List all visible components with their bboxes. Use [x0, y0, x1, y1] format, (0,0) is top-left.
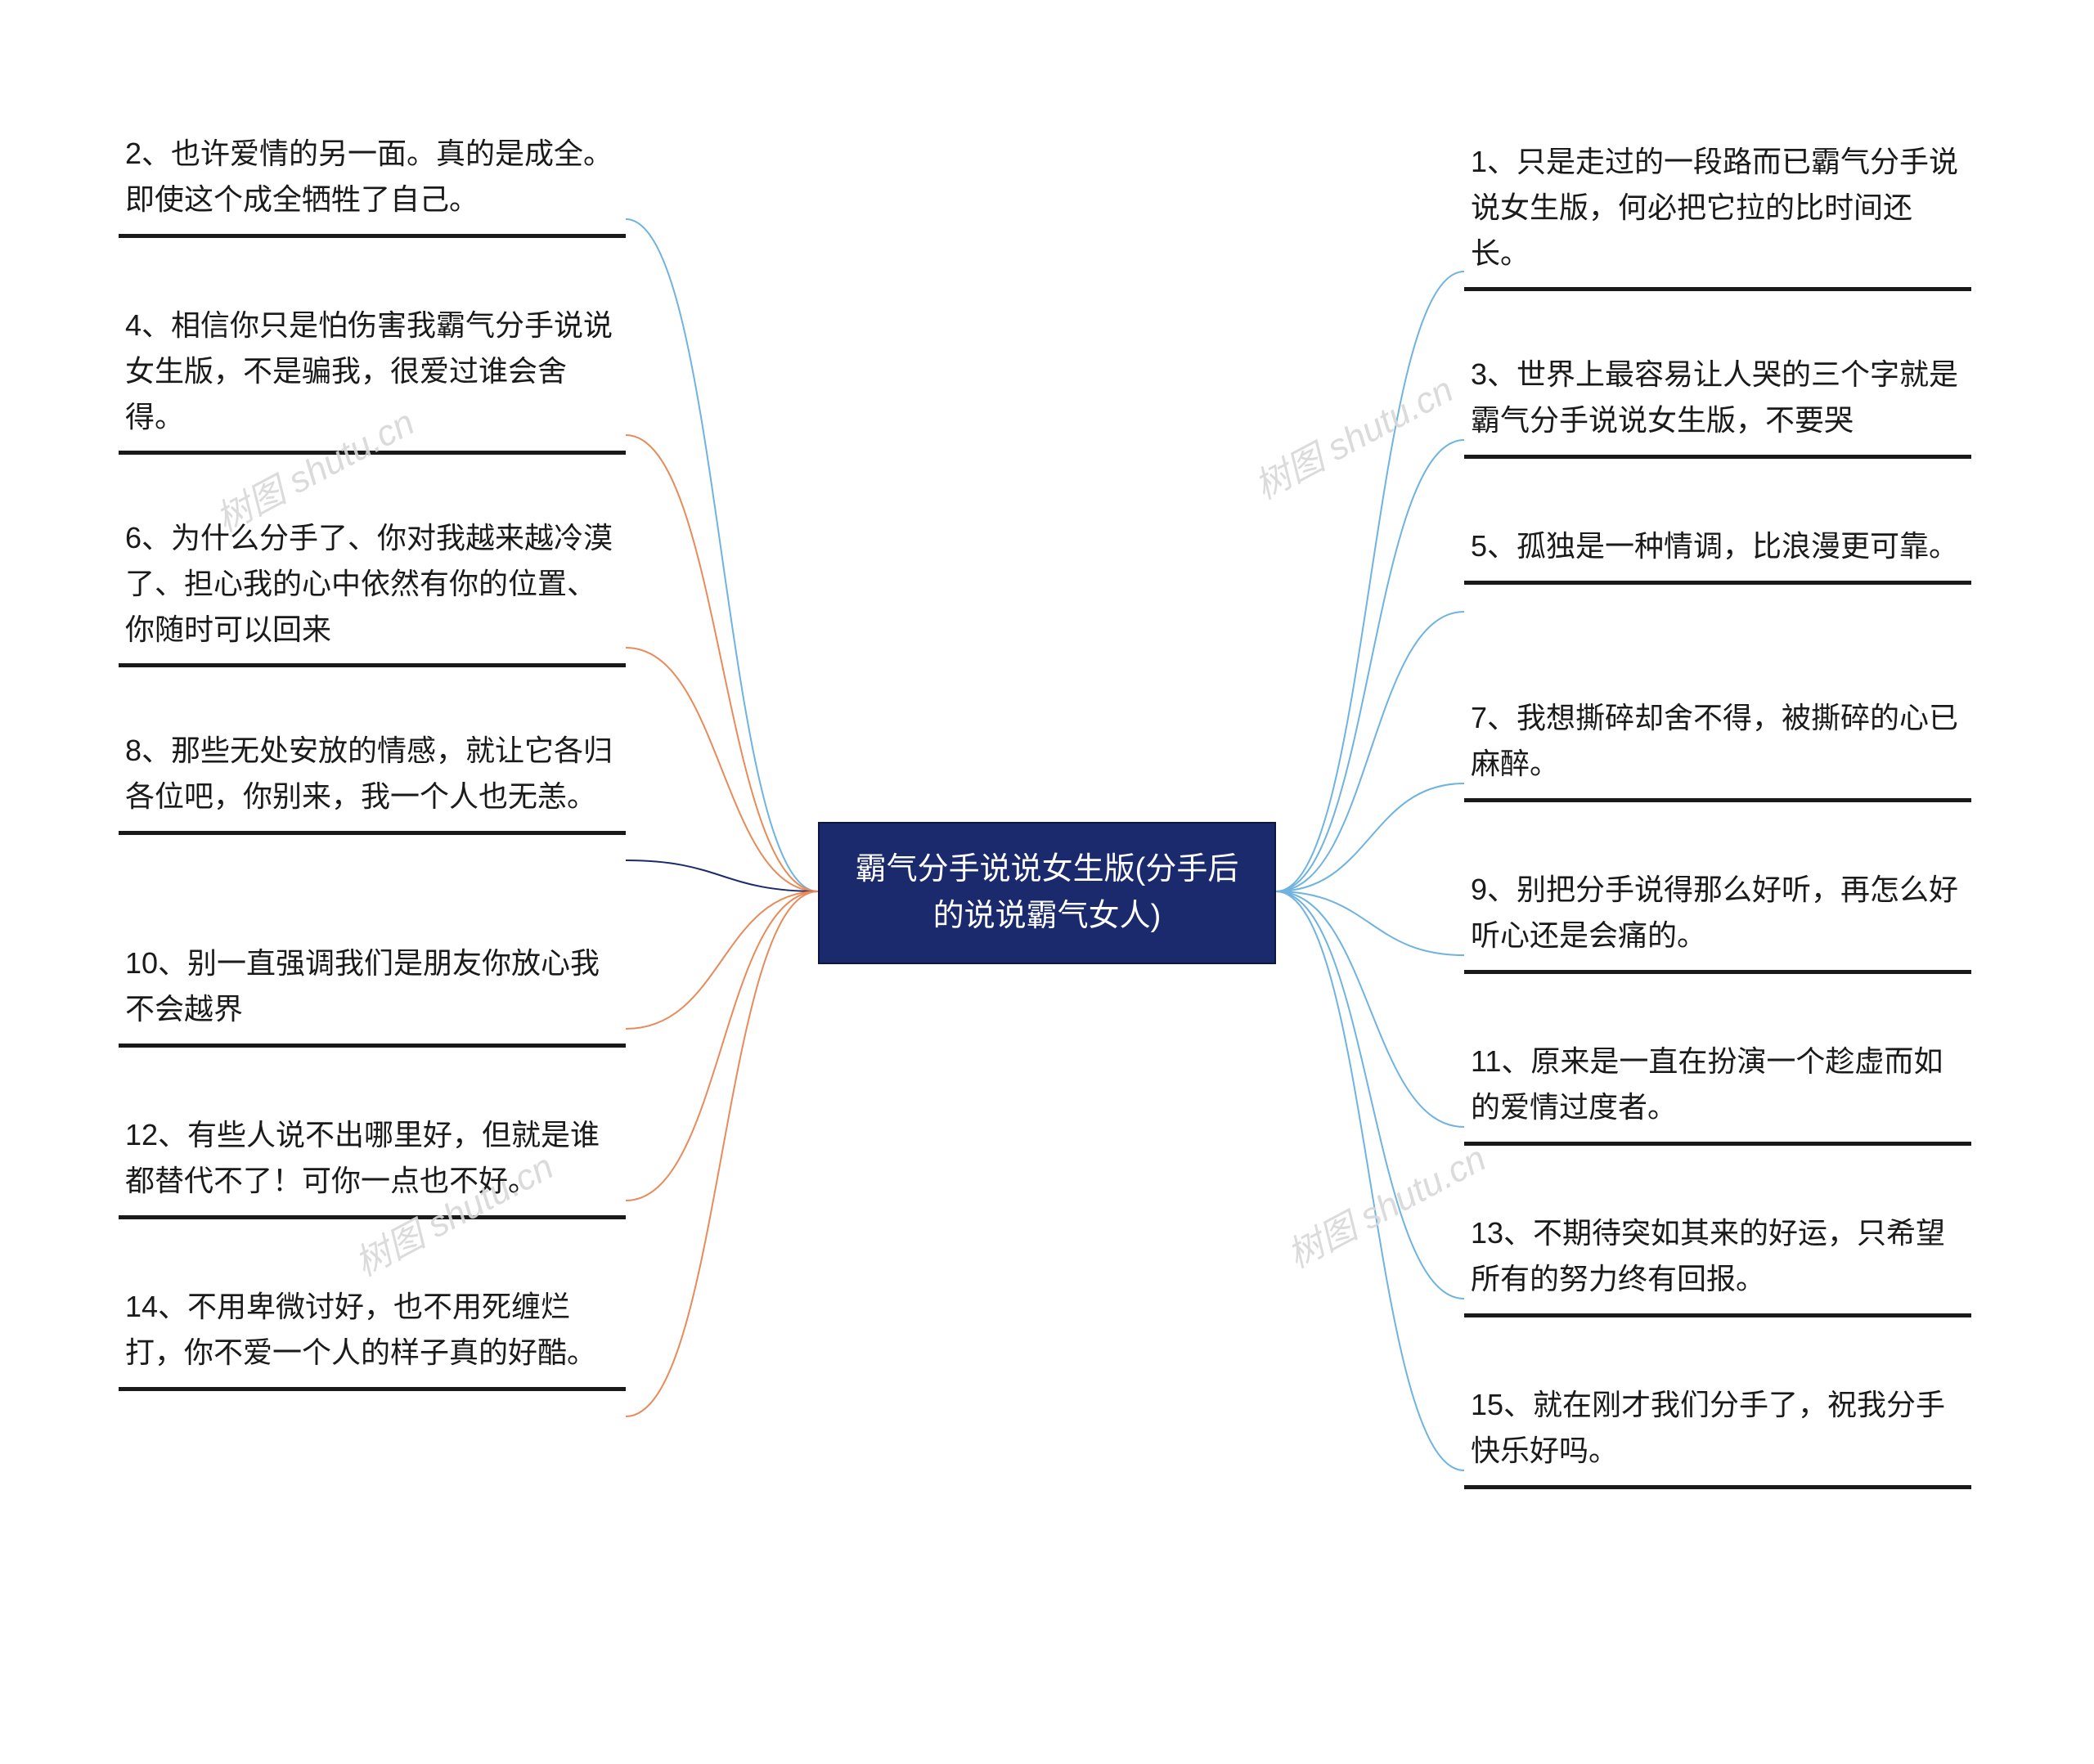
center-node-label: 霸气分手说说女生版(分手后的说说霸气女人) — [856, 852, 1239, 933]
connector — [626, 648, 818, 891]
right-leaf-2: 5、孤独是一种情调，比浪漫更可靠。 — [1464, 523, 1971, 585]
connector — [1276, 891, 1464, 1470]
leaf-label: 15、就在刚才我们分手了，祝我分手快乐好吗。 — [1471, 1388, 1945, 1467]
right-leaf-7: 15、就在刚才我们分手了，祝我分手快乐好吗。 — [1464, 1382, 1971, 1489]
leaf-label: 14、不用卑微讨好，也不用死缠烂打，你不爱一个人的样子真的好酷。 — [125, 1290, 596, 1369]
connector — [626, 860, 818, 891]
leaf-label: 4、相信你只是怕伤害我霸气分手说说女生版，不是骗我，很爱过谁会舍得。 — [125, 308, 613, 433]
leaf-label: 5、孤独是一种情调，比浪漫更可靠。 — [1471, 529, 1958, 563]
connector — [1276, 272, 1464, 891]
leaf-label: 6、为什么分手了、你对我越来越冷漠了、担心我的心中依然有你的位置、你随时可以回来 — [125, 521, 613, 646]
leaf-label: 13、不期待突如其来的好运，只希望所有的努力终有回报。 — [1471, 1216, 1945, 1295]
connector — [626, 891, 818, 1416]
connector — [1276, 612, 1464, 891]
left-leaf-4: 10、别一直强调我们是朋友你放心我不会越界 — [119, 940, 626, 1048]
connector — [626, 891, 818, 1029]
left-leaf-0: 2、也许爱情的另一面。真的是成全。即使这个成全牺牲了自己。 — [119, 131, 626, 238]
right-leaf-0: 1、只是走过的一段路而已霸气分手说说女生版，何必把它拉的比时间还长。 — [1464, 139, 1971, 291]
connector — [626, 435, 818, 891]
left-leaf-5: 12、有些人说不出哪里好，但就是谁都替代不了！可你一点也不好。 — [119, 1112, 626, 1219]
leaf-label: 1、只是走过的一段路而已霸气分手说说女生版，何必把它拉的比时间还长。 — [1471, 145, 1958, 270]
leaf-label: 2、也许爱情的另一面。真的是成全。即使这个成全牺牲了自己。 — [125, 137, 613, 216]
leaf-label: 11、原来是一直在扮演一个趁虚而如的爱情过度者。 — [1471, 1044, 1943, 1124]
watermark-1: 树图 shutu.cn — [1244, 361, 1461, 509]
leaf-label: 3、世界上最容易让人哭的三个字就是霸气分手说说女生版，不要哭 — [1471, 357, 1958, 437]
connector — [1276, 783, 1464, 891]
center-node: 霸气分手说说女生版(分手后的说说霸气女人) — [818, 822, 1276, 964]
connector — [626, 219, 818, 891]
connector — [626, 891, 818, 1201]
right-leaf-4: 9、别把分手说得那么好听，再怎么好听心还是会痛的。 — [1464, 867, 1971, 974]
left-leaf-3: 8、那些无处安放的情感，就让它各归各位吧，你别来，我一个人也无恙。 — [119, 728, 626, 835]
leaf-label: 9、别把分手说得那么好听，再怎么好听心还是会痛的。 — [1471, 873, 1958, 952]
leaf-label: 12、有些人说不出哪里好，但就是谁都替代不了！可你一点也不好。 — [125, 1118, 600, 1197]
left-leaf-6: 14、不用卑微讨好，也不用死缠烂打，你不爱一个人的样子真的好酷。 — [119, 1284, 626, 1391]
right-leaf-6: 13、不期待突如其来的好运，只希望所有的努力终有回报。 — [1464, 1210, 1971, 1317]
leaf-label: 8、那些无处安放的情感，就让它各归各位吧，你别来，我一个人也无恙。 — [125, 734, 613, 813]
connector — [1276, 891, 1464, 1127]
connector — [1276, 891, 1464, 955]
right-leaf-1: 3、世界上最容易让人哭的三个字就是霸气分手说说女生版，不要哭 — [1464, 352, 1971, 459]
connector — [1276, 440, 1464, 891]
left-leaf-2: 6、为什么分手了、你对我越来越冷漠了、担心我的心中依然有你的位置、你随时可以回来 — [119, 515, 626, 667]
right-leaf-5: 11、原来是一直在扮演一个趁虚而如的爱情过度者。 — [1464, 1039, 1971, 1146]
mindmap-canvas: 霸气分手说说女生版(分手后的说说霸气女人) 2、也许爱情的另一面。真的是成全。即… — [0, 0, 2094, 1764]
connector — [1276, 891, 1464, 1299]
right-leaf-3: 7、我想撕碎却舍不得，被撕碎的心已麻醉。 — [1464, 695, 1971, 802]
leaf-label: 7、我想撕碎却舍不得，被撕碎的心已麻醉。 — [1471, 701, 1958, 780]
left-leaf-1: 4、相信你只是怕伤害我霸气分手说说女生版，不是骗我，很爱过谁会舍得。 — [119, 303, 626, 455]
watermark-3: 树图 shutu.cn — [1277, 1129, 1494, 1278]
leaf-label: 10、别一直强调我们是朋友你放心我不会越界 — [125, 946, 600, 1026]
